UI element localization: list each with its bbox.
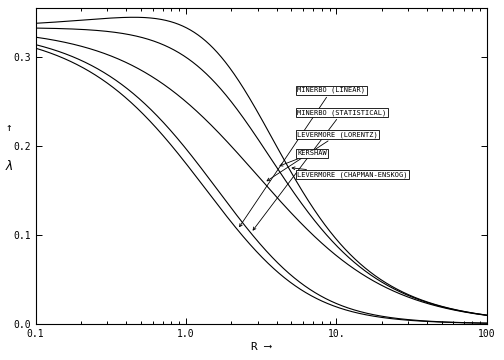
Text: λ: λ <box>5 160 12 173</box>
Text: LEVERMORE (CHAPMAN-ENSKOG): LEVERMORE (CHAPMAN-ENSKOG) <box>292 167 408 178</box>
Text: LEVERMORE (LORENTZ): LEVERMORE (LORENTZ) <box>267 131 378 181</box>
Text: MINERBO (LINEAR): MINERBO (LINEAR) <box>239 87 365 227</box>
X-axis label: R ⟶: R ⟶ <box>251 342 271 352</box>
Text: MINERBO (STATISTICAL): MINERBO (STATISTICAL) <box>253 109 387 230</box>
Text: KERSHAW: KERSHAW <box>280 150 327 166</box>
Text: ↑: ↑ <box>5 123 12 133</box>
